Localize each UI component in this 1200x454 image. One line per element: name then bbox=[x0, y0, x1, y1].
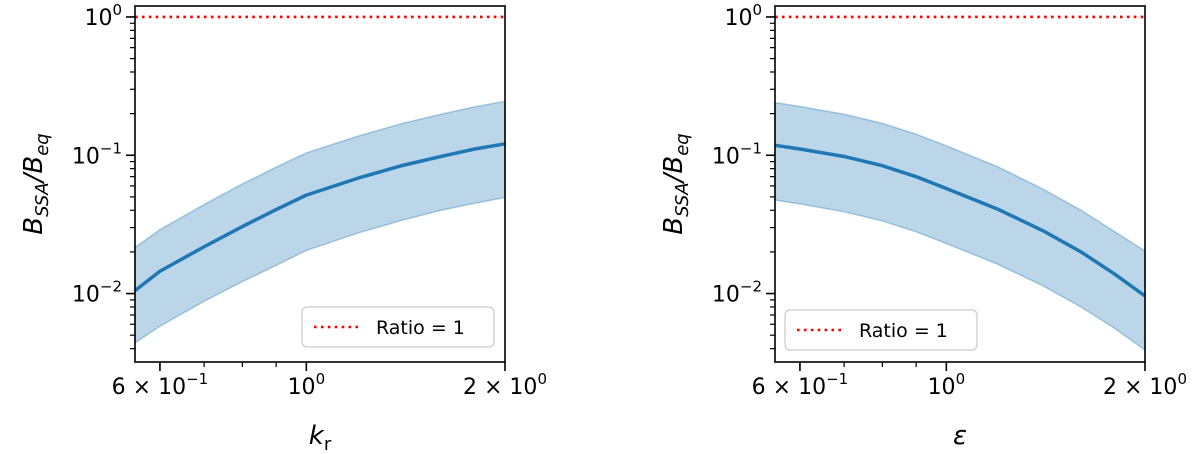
x-tick-label: 2 × 100 bbox=[1103, 370, 1187, 400]
series-line bbox=[133, 142, 506, 293]
y-axis-label: BSSA/Beq bbox=[19, 133, 53, 234]
legend: Ratio = 1 bbox=[784, 309, 978, 351]
chart-panel-2: 10−2 10−1 100 6 × 10−1 100 2 × 100 ε BSSA/Beq Ra… bbox=[659, 1, 1187, 451]
y-tick-label: 10−2 bbox=[72, 278, 122, 308]
series-line bbox=[774, 143, 1147, 298]
axes-frame bbox=[774, 5, 1146, 363]
x-tick-label: 6 × 10−1 bbox=[112, 370, 209, 400]
x-tick-label: 100 bbox=[288, 370, 326, 400]
x-axis-label: kr bbox=[309, 421, 332, 454]
x-tick-label: 2 × 100 bbox=[463, 370, 547, 400]
y-axis-label: BSSA/Beq bbox=[659, 133, 693, 234]
y-tick-label: 100 bbox=[84, 1, 122, 31]
y-tick-label: 10−1 bbox=[712, 139, 762, 169]
chart-panel-1: 10−2 10−1 100 6 × 10−1 100 2 × 100 kr BSSA/Beq R… bbox=[19, 1, 547, 454]
axes-frame bbox=[134, 5, 506, 363]
x-tick-label: 100 bbox=[928, 370, 966, 400]
y-tick-label: 100 bbox=[724, 1, 762, 31]
legend: Ratio = 1 bbox=[301, 306, 495, 348]
legend-label: Ratio = 1 bbox=[376, 317, 465, 339]
x-axis-label: ε bbox=[953, 421, 967, 451]
y-tick-label: 10−1 bbox=[72, 139, 122, 169]
x-tick-label: 6 × 10−1 bbox=[752, 370, 849, 400]
legend-box bbox=[301, 306, 495, 348]
y-tick-label: 10−2 bbox=[712, 278, 762, 308]
legend-label: Ratio = 1 bbox=[859, 320, 948, 342]
legend-box bbox=[784, 309, 978, 351]
